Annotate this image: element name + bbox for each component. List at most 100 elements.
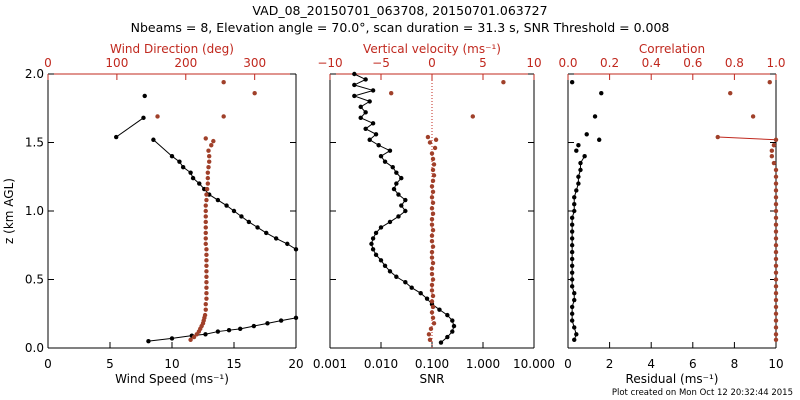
data-point (426, 332, 432, 337)
data-point (769, 148, 775, 153)
data-point (203, 230, 208, 236)
data-point (146, 338, 151, 344)
data-point (204, 192, 209, 197)
data-point (396, 214, 401, 219)
data-point (251, 323, 257, 329)
top-tick-label: 100 (105, 56, 128, 70)
data-point (569, 304, 575, 310)
data-point (429, 151, 435, 156)
data-point (363, 126, 368, 131)
data-point (206, 164, 211, 170)
data-point (429, 310, 435, 315)
data-point (773, 215, 779, 221)
data-point (203, 214, 208, 219)
series-line (352, 73, 455, 343)
data-point (209, 143, 214, 148)
data-point (773, 256, 779, 262)
data-point (387, 269, 393, 274)
data-point (429, 282, 435, 288)
data-point (204, 258, 209, 263)
data-point (370, 247, 376, 252)
series-line (153, 139, 297, 250)
data-point (569, 277, 575, 282)
top-tick-label: −10 (317, 56, 342, 70)
x-tick-label: 6 (689, 357, 697, 371)
data-point (773, 236, 779, 241)
data-point (501, 80, 506, 85)
data-point (226, 327, 232, 333)
top-tick-label: 1.0 (766, 56, 785, 70)
data-point (204, 197, 209, 203)
data-point (569, 263, 575, 268)
data-point (221, 114, 226, 119)
data-point (203, 332, 208, 337)
data-point (363, 110, 368, 115)
top-axis-label: Wind Direction (deg) (110, 42, 234, 56)
data-point (238, 326, 243, 332)
data-point (592, 114, 598, 119)
top-axis-label: Vertical velocity (ms⁻¹) (363, 42, 501, 56)
x-tick-label: 0 (44, 357, 52, 371)
data-point (576, 181, 581, 186)
data-point (773, 201, 779, 207)
data-point (769, 154, 775, 159)
data-point (569, 284, 575, 289)
data-point (773, 325, 779, 330)
data-point (265, 321, 270, 326)
data-point (599, 90, 604, 96)
data-point (429, 255, 435, 260)
data-point (576, 174, 581, 179)
data-point (430, 277, 436, 282)
x-tick-label: 1.000 (466, 357, 500, 371)
data-point (221, 80, 226, 85)
data-point (470, 114, 475, 119)
data-point (203, 219, 208, 225)
data-point (750, 114, 756, 119)
data-point (205, 170, 211, 175)
figure-title-line2: Nbeams = 8, Elevation angle = 70.0°, sca… (131, 20, 670, 35)
data-point (418, 291, 423, 296)
data-point (572, 208, 577, 214)
top-tick-label: 0.6 (683, 56, 702, 70)
data-point (180, 164, 186, 170)
data-point (450, 318, 455, 323)
data-point (191, 334, 197, 340)
data-point (572, 325, 577, 330)
data-point (773, 174, 779, 179)
data-point (451, 323, 457, 329)
data-point (773, 208, 779, 214)
top-tick-label: 0 (428, 56, 436, 70)
x-tick-label: 0.100 (415, 357, 449, 371)
panel-1: 0.0 0.5 1.0 1.5 2.0 z (km AGL) 0 5 10 15 20 Wind Sp… (2, 42, 304, 386)
data-point (773, 304, 779, 310)
bottom-axis-label: SNR (420, 372, 445, 386)
data-point (373, 230, 379, 236)
series-line (571, 155, 586, 340)
x-tick-label: 0 (564, 357, 572, 371)
data-point (569, 236, 575, 241)
data-point (431, 173, 437, 178)
data-point (370, 236, 376, 241)
data-point (378, 258, 384, 263)
data-point (429, 195, 435, 200)
data-point (367, 137, 372, 142)
data-point (203, 208, 208, 214)
data-point (169, 336, 175, 341)
data-point (773, 195, 779, 200)
x-tick-label: 0.001 (313, 357, 347, 371)
data-point (370, 88, 376, 93)
data-point (429, 249, 435, 255)
data-point (572, 291, 577, 296)
data-point (204, 291, 209, 296)
data-point (425, 134, 431, 140)
data-point (773, 222, 779, 227)
data-point (202, 312, 208, 318)
data-point (430, 178, 436, 184)
data-point (394, 181, 399, 186)
data-point (352, 71, 357, 77)
data-point (574, 148, 579, 153)
top-tick-label: 5 (479, 56, 487, 70)
data-point (430, 244, 436, 249)
y-axis-label: z (km AGL) (2, 178, 16, 244)
